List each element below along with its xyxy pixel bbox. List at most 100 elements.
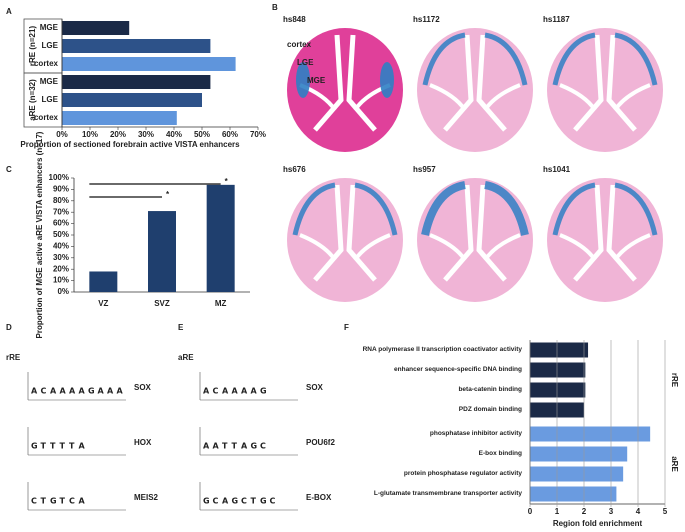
x-tick-label: SVZ [154, 299, 170, 308]
category-label: MGE [40, 23, 59, 32]
logo-letter: G [50, 497, 57, 506]
stain [292, 182, 336, 236]
y-tick-label: 0% [57, 287, 69, 296]
logo-letter: C [213, 387, 219, 396]
stain [614, 32, 658, 86]
logo-letter: A [222, 387, 229, 396]
bar [530, 466, 624, 482]
logo-letter: C [213, 497, 219, 506]
bar [62, 93, 202, 107]
ventricle [313, 184, 377, 282]
category-label: E-box binding [478, 450, 522, 457]
significance-marker: * [166, 190, 170, 199]
logo-letter: G [31, 442, 38, 451]
ventricle [429, 233, 521, 262]
stain [296, 62, 310, 98]
bar [62, 75, 211, 89]
logo-letter: A [241, 387, 248, 396]
tissue-section [287, 28, 403, 152]
ventricle [573, 34, 637, 132]
stain [614, 182, 658, 236]
bar [530, 342, 589, 358]
bar [62, 39, 211, 53]
bar [148, 211, 176, 292]
bar [530, 486, 617, 502]
y-tick-label: 10% [53, 276, 69, 285]
logo-letter: C [241, 497, 247, 506]
x-tick-label: 70% [250, 130, 266, 139]
motif-name: E-BOX [306, 493, 332, 502]
y-tick-label: 90% [53, 185, 69, 194]
logo-letter: G [88, 387, 95, 396]
bar [530, 426, 651, 442]
y-tick-label: 50% [53, 230, 69, 239]
panel-heading: rRE [6, 353, 21, 362]
stain [380, 62, 394, 98]
image-label: hs848 [283, 15, 306, 24]
logo-letter: T [232, 442, 238, 451]
bar [62, 21, 130, 35]
category-label: L-glutamate transmembrane transporter ac… [373, 490, 522, 497]
logo-letter: G [260, 497, 267, 506]
region-label: LGE [297, 58, 314, 67]
motif-name: HOX [134, 438, 152, 447]
logo-letter: A [251, 387, 258, 396]
category-label: LGE [42, 95, 59, 104]
stain [484, 32, 528, 86]
logo-letter: T [60, 497, 66, 506]
panel-letter: A [6, 7, 12, 16]
panel-letter: D [6, 323, 12, 332]
category-label: phosphatase inhibitor activity [429, 430, 522, 437]
logo-letter: A [107, 387, 114, 396]
logo-letter: T [60, 442, 66, 451]
region-label: cortex [287, 40, 312, 49]
logo-letter: C [31, 497, 37, 506]
tissue-section [547, 28, 663, 152]
stain [552, 182, 596, 236]
x-axis-label: Proportion of sectioned forebrain active… [20, 140, 240, 149]
ventricle [313, 34, 377, 132]
category-label: LGE [42, 41, 59, 50]
category-label: cortex [34, 59, 59, 68]
x-tick-label: 10% [82, 130, 98, 139]
stain [484, 181, 529, 236]
logo-letter: G [203, 497, 210, 506]
x-tick-label: 0% [56, 130, 68, 139]
stain [421, 181, 466, 236]
stain [422, 32, 466, 86]
logo-letter: A [241, 442, 248, 451]
y-tick-label: 30% [53, 253, 69, 262]
y-tick-label: 70% [53, 207, 69, 216]
stain [354, 182, 398, 236]
ventricle [299, 233, 391, 262]
ventricle [429, 83, 521, 112]
ventricle [573, 184, 637, 282]
logo-letter: T [50, 442, 56, 451]
image-label: hs957 [413, 165, 436, 174]
logo-letter: A [203, 442, 210, 451]
logo-letter: G [232, 497, 239, 506]
logo-letter: A [222, 497, 229, 506]
category-label: PDZ domain binding [458, 406, 522, 413]
logo-letter: A [79, 387, 86, 396]
bar [62, 57, 236, 71]
x-tick-label: 50% [194, 130, 210, 139]
y-tick-label: 60% [53, 219, 69, 228]
bar [206, 184, 235, 292]
logo-letter: T [222, 442, 228, 451]
ventricle [559, 233, 651, 262]
y-axis-label: Proportion of MGE active aRE VISTA enhan… [35, 131, 44, 338]
motif-name: MEIS2 [134, 493, 159, 502]
category-label: enhancer sequence-specific DNA binding [394, 366, 522, 373]
logo-letter: A [60, 387, 67, 396]
logo-letter: C [270, 497, 276, 506]
logo-letter: C [41, 387, 47, 396]
ventricle [559, 83, 651, 112]
logo-letter: C [260, 442, 266, 451]
bar [62, 111, 177, 125]
y-tick-label: 80% [53, 196, 69, 205]
x-tick-label: 20% [110, 130, 126, 139]
x-tick-label: 2 [582, 507, 587, 516]
panel-letter: B [272, 3, 278, 12]
